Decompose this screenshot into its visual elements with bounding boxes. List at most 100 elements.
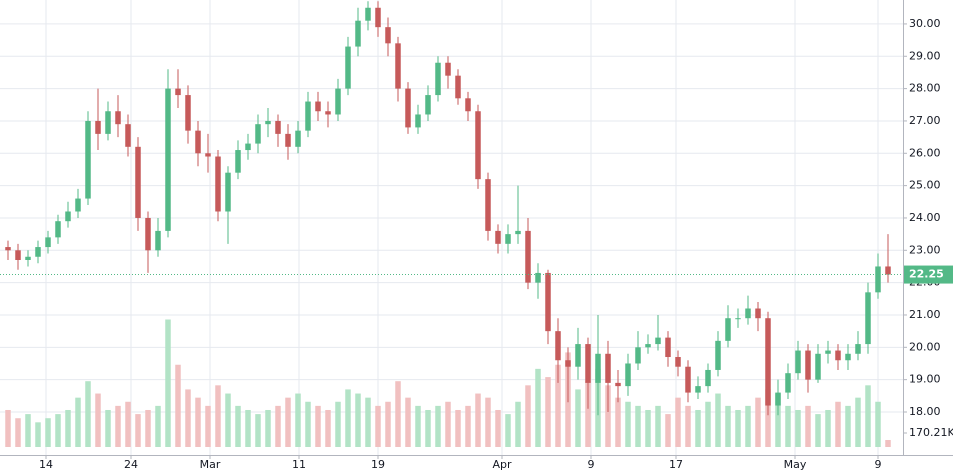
volume-bar xyxy=(345,389,351,447)
last-price-box xyxy=(904,265,953,284)
volume-bar xyxy=(765,389,771,447)
candle-body xyxy=(695,386,701,393)
volume-bar xyxy=(35,422,41,447)
x-tick-label: 14 xyxy=(39,458,53,471)
candle-body xyxy=(345,46,351,89)
y-tick-label: 27.00 xyxy=(909,114,941,127)
candle-body xyxy=(385,27,391,44)
volume-bar xyxy=(15,418,21,447)
volume-bar xyxy=(705,401,711,447)
candle-body xyxy=(655,337,661,345)
volume-bar xyxy=(375,405,381,447)
volume-bar xyxy=(245,409,251,447)
volume-bar xyxy=(745,405,751,447)
volume-bar xyxy=(485,397,491,447)
candle-body xyxy=(725,318,731,341)
x-tick-label: 11 xyxy=(292,458,306,471)
y-tick-label: 25.00 xyxy=(909,179,941,192)
candle-body xyxy=(755,308,761,319)
candle-body xyxy=(575,344,581,367)
candle-body xyxy=(475,111,481,180)
volume-bar xyxy=(805,405,811,447)
volume-bar xyxy=(815,414,821,447)
candle-body xyxy=(805,350,811,380)
volume-bar xyxy=(95,393,101,447)
y-tick-label: 20.00 xyxy=(909,340,941,353)
volume-bar xyxy=(825,409,831,447)
volume-bar xyxy=(5,409,11,447)
candle-body xyxy=(705,369,711,387)
candle-body xyxy=(215,156,221,212)
y-tick-label: 21.00 xyxy=(909,308,941,321)
candle-body xyxy=(285,133,291,147)
volume-bar xyxy=(165,319,171,447)
y-tick-label: 26.00 xyxy=(909,146,941,159)
volume-bar xyxy=(525,385,531,447)
volume-bar xyxy=(335,401,341,447)
y-tick-label: 28.00 xyxy=(909,82,941,95)
volume-bar xyxy=(75,397,81,447)
volume-bar xyxy=(555,364,561,447)
candle-body xyxy=(865,292,871,345)
volume-bar xyxy=(435,405,441,447)
volume-bar xyxy=(45,418,51,447)
candle-body xyxy=(245,143,251,151)
volume-bar xyxy=(145,409,151,447)
candle-body xyxy=(255,124,261,144)
volume-bar xyxy=(85,381,91,447)
candle-body xyxy=(135,146,141,218)
candle-body xyxy=(685,366,691,393)
candle-body xyxy=(485,179,491,231)
candle-body xyxy=(605,353,611,383)
volume-bar xyxy=(755,397,761,447)
candle-body xyxy=(275,120,281,134)
volume-bar xyxy=(225,393,231,447)
candle-body xyxy=(735,318,741,320)
candle-body xyxy=(265,120,271,125)
volume-bar xyxy=(155,405,161,447)
x-tick-label: 9 xyxy=(875,458,882,471)
volume-bar xyxy=(295,393,301,447)
volume-bar xyxy=(785,405,791,447)
volume-bar xyxy=(465,405,471,447)
volume-bar xyxy=(205,405,211,447)
candle-body xyxy=(365,7,371,21)
volume-bar xyxy=(275,405,281,447)
candle-body xyxy=(105,111,111,134)
candle-body xyxy=(425,95,431,115)
volume-bar xyxy=(475,393,481,447)
candle-body xyxy=(295,130,301,147)
volume-bar xyxy=(55,414,61,447)
candle-body xyxy=(5,247,11,251)
candle-body xyxy=(355,20,361,47)
volume-bar xyxy=(325,409,331,447)
volume-bar xyxy=(185,389,191,447)
candle-body xyxy=(335,88,341,115)
y-tick-label: 23.00 xyxy=(909,243,941,256)
candle-body xyxy=(185,95,191,131)
candle-body xyxy=(55,221,61,238)
volume-bar xyxy=(605,385,611,447)
volume-bar xyxy=(365,397,371,447)
volume-bar xyxy=(735,409,741,447)
volume-bar xyxy=(725,405,731,447)
volume-bar xyxy=(585,381,591,447)
volume-bar xyxy=(715,393,721,447)
candle-body xyxy=(235,150,241,173)
candle-body xyxy=(75,198,81,212)
candle-body xyxy=(585,344,591,383)
candle-body xyxy=(555,331,561,361)
candle-body xyxy=(435,62,441,96)
candle-body xyxy=(635,347,641,364)
candle-body xyxy=(885,266,891,275)
candle-body xyxy=(445,62,451,76)
volume-bar xyxy=(545,377,551,447)
candle-body xyxy=(795,350,801,374)
candle-body xyxy=(375,7,381,28)
candle-body xyxy=(745,308,751,319)
volume-bar xyxy=(625,401,631,447)
volume-bar xyxy=(505,414,511,447)
candle-body xyxy=(85,120,91,199)
volume-bar xyxy=(685,405,691,447)
volume-label: 170.21K xyxy=(909,426,953,439)
